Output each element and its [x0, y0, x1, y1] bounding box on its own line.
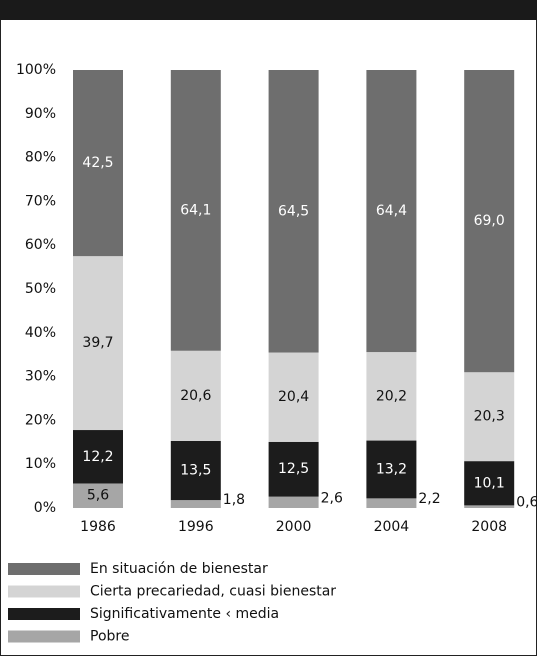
- bar-segment: [268, 441, 319, 497]
- bar-segment: [366, 440, 417, 499]
- data-label: 10,1: [474, 475, 505, 491]
- x-tick-label: 1996: [178, 519, 214, 535]
- bar-segment: [170, 440, 221, 501]
- legend-label: Pobre: [90, 629, 129, 645]
- header-bar: [0, 0, 537, 20]
- y-tick-label: 50%: [25, 281, 56, 297]
- x-tick-label: 2008: [471, 519, 507, 535]
- legend-swatch: [8, 585, 80, 598]
- y-tick-label: 40%: [25, 325, 56, 341]
- data-label: 69,0: [474, 213, 505, 229]
- y-tick-label: 100%: [16, 62, 56, 78]
- y-tick-label: 80%: [25, 150, 56, 166]
- data-label: 20,2: [376, 388, 407, 404]
- data-label: 12,5: [278, 461, 309, 477]
- y-tick-label: 90%: [25, 106, 56, 122]
- x-tick-label: 1986: [80, 519, 116, 535]
- y-tick-label: 20%: [25, 412, 56, 428]
- data-label: 13,2: [376, 461, 407, 477]
- y-tick-label: 60%: [25, 237, 56, 253]
- x-tick-label: 2004: [374, 519, 410, 535]
- bar-segment: [464, 461, 515, 506]
- data-label: 64,5: [278, 203, 309, 219]
- bar-segment: [170, 70, 221, 351]
- bar-segment: [268, 352, 319, 442]
- legend-swatch: [8, 608, 80, 620]
- bar-segment: [268, 70, 319, 353]
- legend-label: En situación de bienestar: [90, 561, 268, 577]
- data-label: 2,2: [418, 491, 440, 507]
- data-label: 2,6: [321, 490, 343, 506]
- data-label: 20,4: [278, 389, 309, 405]
- y-tick-label: 30%: [25, 369, 56, 385]
- bar-segment: [464, 505, 515, 508]
- data-label: 12,2: [82, 449, 113, 465]
- data-label: 64,4: [376, 203, 407, 219]
- bar-segment: [268, 496, 319, 508]
- bar-segment: [73, 256, 123, 431]
- y-tick-label: 0%: [34, 500, 56, 516]
- y-tick-label: 10%: [25, 456, 56, 472]
- bar-segment: [366, 498, 417, 508]
- bar-segment: [170, 500, 221, 508]
- data-label: 20,3: [474, 409, 505, 425]
- legend-label: Cierta precariedad, cuasi bienestar: [90, 584, 336, 600]
- data-label: 0,6: [516, 495, 537, 511]
- data-label: 64,1: [180, 202, 211, 218]
- y-tick-label: 70%: [25, 193, 56, 209]
- legend-label: Significativamente ‹ media: [90, 606, 279, 622]
- legend-swatch: [8, 630, 80, 643]
- bar-segment: [73, 70, 123, 257]
- data-label: 13,5: [180, 463, 211, 479]
- data-label: 39,7: [82, 335, 113, 351]
- bar-segment: [464, 372, 515, 462]
- bar-segment: [73, 430, 123, 484]
- legend-swatch: [8, 563, 80, 575]
- data-label: 5,6: [87, 488, 109, 504]
- data-label: 42,5: [82, 155, 113, 171]
- bar-segment: [366, 70, 417, 353]
- data-label: 1,8: [223, 492, 245, 508]
- data-label: 20,6: [180, 388, 211, 404]
- bar-segment: [366, 352, 417, 441]
- bar-segment: [170, 350, 221, 441]
- bar-segment: [464, 70, 515, 373]
- x-tick-label: 2000: [276, 519, 312, 535]
- bar-segment: [73, 483, 123, 508]
